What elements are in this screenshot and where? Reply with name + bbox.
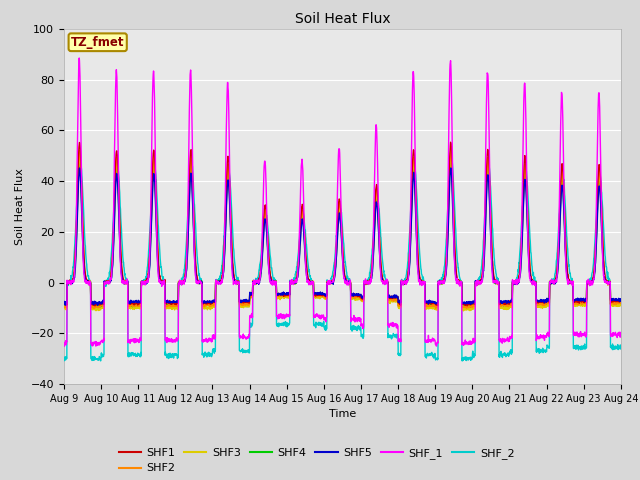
SHF4 bbox=[584, 280, 591, 286]
SHF5 bbox=[447, 165, 454, 171]
SHF2 bbox=[617, 299, 625, 304]
Line: SHF3: SHF3 bbox=[64, 156, 621, 311]
SHF2 bbox=[584, 280, 591, 286]
SHF_1 bbox=[617, 334, 625, 340]
SHF_1 bbox=[371, 153, 379, 158]
SHF4 bbox=[76, 157, 83, 163]
SHF1 bbox=[447, 139, 454, 145]
Legend: SHF1, SHF2, SHF3, SHF4, SHF5, SHF_1, SHF_2: SHF1, SHF2, SHF3, SHF4, SHF5, SHF_1, SHF… bbox=[114, 444, 519, 478]
SHF1 bbox=[60, 301, 68, 307]
SHF_2 bbox=[584, 281, 591, 287]
SHF5 bbox=[60, 300, 68, 305]
SHF2 bbox=[60, 303, 68, 309]
SHF4 bbox=[568, 280, 576, 286]
Line: SHF5: SHF5 bbox=[64, 168, 621, 305]
SHF4 bbox=[60, 305, 68, 311]
Line: SHF2: SHF2 bbox=[64, 150, 621, 309]
SHF1 bbox=[505, 300, 513, 306]
SHF1 bbox=[568, 278, 576, 284]
SHF2 bbox=[568, 281, 576, 287]
SHF2 bbox=[358, 295, 366, 300]
SHF_1 bbox=[505, 337, 513, 343]
SHF3 bbox=[505, 304, 513, 310]
SHF2 bbox=[447, 147, 454, 153]
SHF_2 bbox=[617, 346, 625, 352]
SHF5 bbox=[216, 280, 223, 286]
SHF1 bbox=[463, 303, 471, 309]
SHF1 bbox=[617, 299, 625, 304]
SHF1 bbox=[371, 212, 378, 217]
SHF_1 bbox=[216, 280, 223, 286]
SHF5 bbox=[93, 302, 101, 308]
SHF4 bbox=[359, 298, 367, 303]
SHF_1 bbox=[359, 325, 367, 331]
SHF5 bbox=[371, 224, 379, 230]
SHF4 bbox=[371, 218, 379, 224]
Line: SHF_1: SHF_1 bbox=[64, 58, 621, 346]
SHF_2 bbox=[60, 355, 68, 360]
SHF5 bbox=[359, 295, 367, 300]
SHF2 bbox=[505, 304, 513, 310]
SHF5 bbox=[617, 296, 625, 302]
SHF3 bbox=[371, 221, 378, 227]
SHF_1 bbox=[76, 55, 83, 61]
SHF2 bbox=[371, 216, 378, 222]
SHF4 bbox=[505, 303, 513, 309]
SHF5 bbox=[505, 299, 513, 304]
SHF5 bbox=[584, 280, 591, 286]
Line: SHF4: SHF4 bbox=[64, 160, 621, 309]
SHF3 bbox=[584, 280, 591, 286]
Title: Soil Heat Flux: Soil Heat Flux bbox=[294, 12, 390, 26]
SHF_2 bbox=[359, 333, 367, 339]
SHF3 bbox=[358, 299, 366, 304]
SHF3 bbox=[617, 303, 625, 309]
SHF_1 bbox=[568, 282, 576, 288]
SHF1 bbox=[358, 294, 366, 300]
SHF2 bbox=[216, 279, 223, 285]
Y-axis label: Soil Heat Flux: Soil Heat Flux bbox=[15, 168, 25, 245]
SHF_2 bbox=[505, 353, 513, 359]
SHF_2 bbox=[216, 276, 223, 281]
Line: SHF1: SHF1 bbox=[64, 142, 621, 306]
Text: TZ_fmet: TZ_fmet bbox=[71, 36, 124, 49]
SHF3 bbox=[60, 305, 68, 311]
X-axis label: Time: Time bbox=[329, 409, 356, 419]
SHF5 bbox=[568, 279, 576, 285]
SHF3 bbox=[447, 153, 455, 158]
SHF_2 bbox=[458, 358, 466, 364]
SHF2 bbox=[432, 306, 440, 312]
SHF_1 bbox=[61, 343, 68, 349]
SHF_2 bbox=[568, 276, 576, 281]
SHF4 bbox=[216, 279, 223, 285]
SHF3 bbox=[568, 279, 576, 285]
SHF1 bbox=[584, 280, 591, 286]
SHF_1 bbox=[584, 279, 591, 285]
SHF_2 bbox=[76, 152, 84, 157]
SHF1 bbox=[216, 280, 223, 286]
SHF_2 bbox=[371, 207, 379, 213]
Line: SHF_2: SHF_2 bbox=[64, 155, 621, 361]
SHF4 bbox=[463, 306, 470, 312]
SHF3 bbox=[216, 279, 223, 285]
SHF3 bbox=[460, 308, 467, 314]
SHF4 bbox=[617, 299, 625, 304]
SHF_1 bbox=[60, 342, 68, 348]
